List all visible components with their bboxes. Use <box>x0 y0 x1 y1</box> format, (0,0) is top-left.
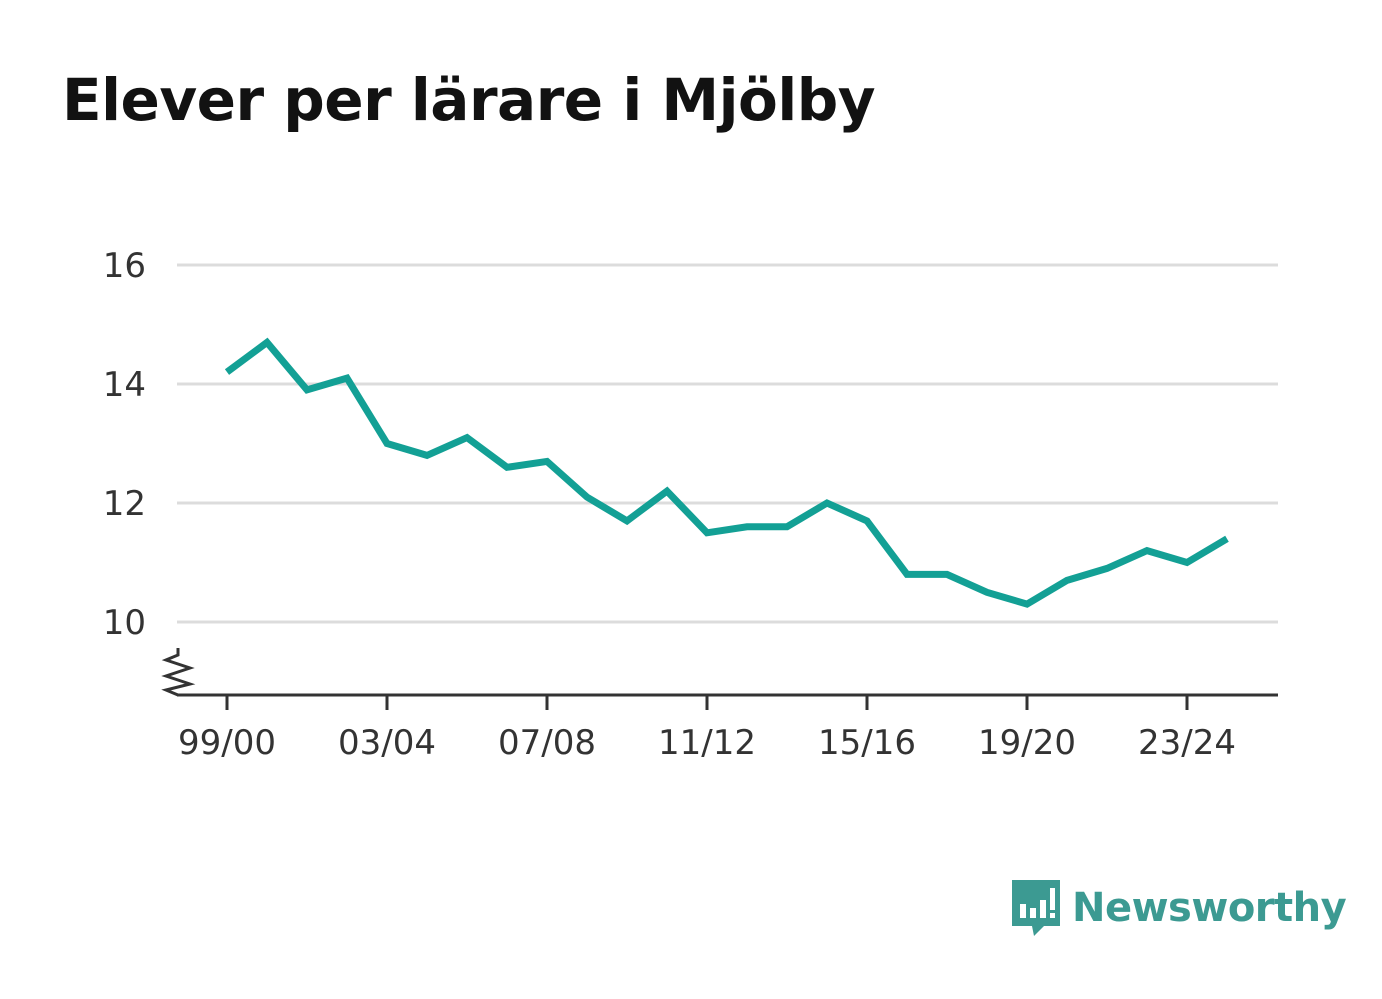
newsworthy-logo: Newsworthy <box>1010 878 1347 938</box>
x-tick-label: 15/16 <box>818 723 916 763</box>
y-tick-label: 12 <box>103 484 146 524</box>
brand-name: Newsworthy <box>1072 885 1347 931</box>
x-axis-ticks: 99/00 03/04 07/08 11/12 15/16 19/20 23/24 <box>178 695 1236 763</box>
chart-title: Elever per lärare i Mjölby <box>62 66 876 134</box>
x-tick-label: 03/04 <box>338 723 436 763</box>
y-tick-label: 16 <box>103 246 146 286</box>
x-axis <box>161 648 1278 697</box>
axis-break-icon <box>161 648 196 697</box>
y-axis-tick-labels: 10 12 14 16 <box>103 246 146 643</box>
x-tick-label: 07/08 <box>498 723 596 763</box>
gridlines <box>177 263 1278 624</box>
x-tick-label: 19/20 <box>978 723 1076 763</box>
series <box>224 337 1229 608</box>
x-tick-label: 99/00 <box>178 723 276 763</box>
y-tick-label: 14 <box>103 365 146 405</box>
series-line <box>224 337 1229 608</box>
x-tick-label: 23/24 <box>1138 723 1236 763</box>
y-tick-label: 10 <box>103 603 146 643</box>
x-tick-label: 11/12 <box>658 723 756 763</box>
newsworthy-bar-chart-bubble-icon <box>1012 880 1060 936</box>
